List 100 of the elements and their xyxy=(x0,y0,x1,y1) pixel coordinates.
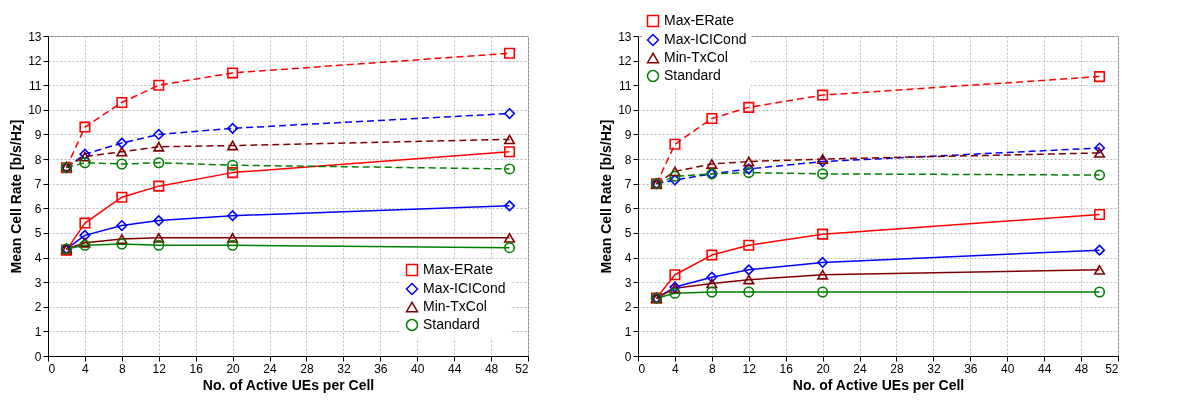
point xyxy=(817,256,829,268)
x-tick-label: 48 xyxy=(484,361,499,376)
y-tick-label: 2 xyxy=(624,300,632,315)
y-tick-label: 0 xyxy=(34,349,42,364)
x-tick-label: 16 xyxy=(189,361,204,376)
point xyxy=(227,122,239,134)
point xyxy=(153,239,165,251)
point xyxy=(743,274,755,285)
y-tick-label: 5 xyxy=(624,226,632,241)
point xyxy=(116,96,128,109)
y-tick-label: 4 xyxy=(34,251,42,266)
point xyxy=(153,79,165,91)
point xyxy=(504,146,516,158)
point xyxy=(153,215,165,227)
point xyxy=(1094,244,1106,256)
point xyxy=(817,156,829,168)
y-tick-label: 11 xyxy=(29,78,42,93)
x-tick-label: 32 xyxy=(337,361,351,376)
point xyxy=(743,239,755,251)
point xyxy=(669,287,681,299)
point xyxy=(116,238,128,250)
point xyxy=(817,269,829,280)
y-tick-label: 3 xyxy=(34,275,42,290)
point xyxy=(743,264,755,276)
point xyxy=(116,137,128,149)
x-tick-label: 28 xyxy=(300,361,314,376)
x-tick-label: 8 xyxy=(119,361,126,376)
point xyxy=(706,278,718,289)
point xyxy=(504,108,516,120)
point xyxy=(116,220,128,232)
x-tick-label: 0 xyxy=(48,361,56,376)
point xyxy=(504,232,516,243)
point xyxy=(116,191,128,203)
point xyxy=(669,174,681,186)
point xyxy=(79,217,91,229)
y-tick-label: 3 xyxy=(624,275,632,290)
point xyxy=(1094,169,1106,181)
y-tick-label: 10 xyxy=(28,103,42,118)
point xyxy=(706,112,718,125)
y-tick-label: 12 xyxy=(618,54,632,69)
x-tick-label: 36 xyxy=(374,361,388,376)
x-tick-label: 48 xyxy=(1074,361,1089,376)
x-tick-label: 8 xyxy=(709,361,716,376)
x-tick-label: 4 xyxy=(82,361,90,376)
point xyxy=(504,134,516,145)
point xyxy=(817,154,829,164)
point xyxy=(1094,142,1106,154)
point xyxy=(669,269,681,281)
y-tick-label: 12 xyxy=(28,54,42,69)
point xyxy=(817,228,829,240)
x-tick-label: 52 xyxy=(515,361,529,376)
legend-label: Standard xyxy=(423,316,480,332)
x-tick-label: 4 xyxy=(672,361,680,376)
point xyxy=(817,168,829,180)
point xyxy=(504,163,516,175)
point xyxy=(706,249,718,261)
y-tick-label: 10 xyxy=(618,103,632,118)
x-axis-title: No. of Active UEs per Cell xyxy=(202,376,375,393)
x-tick-label: 20 xyxy=(226,361,241,376)
point xyxy=(116,234,128,244)
point xyxy=(669,166,681,177)
point xyxy=(706,271,718,283)
point xyxy=(153,128,165,140)
point xyxy=(817,89,829,101)
x-tick-label: 32 xyxy=(927,361,941,376)
point xyxy=(817,286,829,298)
point xyxy=(706,286,718,298)
point xyxy=(743,286,755,298)
y-tick-label: 7 xyxy=(624,177,632,192)
y-tick-label: 5 xyxy=(34,226,42,241)
point xyxy=(79,121,91,133)
point xyxy=(227,232,239,243)
legend-label: Min-TxCol xyxy=(423,298,487,314)
point xyxy=(669,138,681,150)
point xyxy=(116,158,128,170)
x-axis-title: No. of Active UEs per Cell xyxy=(792,376,965,393)
y-tick-label: 1 xyxy=(624,324,632,339)
point xyxy=(227,67,239,79)
point xyxy=(227,239,239,251)
point xyxy=(743,156,755,167)
point xyxy=(1094,208,1106,221)
legend-label: Standard xyxy=(664,67,721,83)
point xyxy=(669,170,681,182)
legend-label: Max-ERate xyxy=(664,12,735,28)
point xyxy=(1094,148,1106,158)
point xyxy=(1094,286,1106,298)
point xyxy=(743,167,755,179)
point xyxy=(227,140,239,151)
point xyxy=(153,232,165,243)
x-tick-label: 40 xyxy=(1001,361,1015,376)
x-tick-label: 24 xyxy=(263,361,278,376)
y-tick-label: 13 xyxy=(28,29,42,44)
legend-label: Min-TxCol xyxy=(664,49,728,65)
x-tick-label: 0 xyxy=(638,361,646,376)
point xyxy=(227,159,239,171)
legend-label: Max-ERate xyxy=(423,261,494,277)
x-tick-label: 20 xyxy=(816,361,831,376)
point xyxy=(153,157,165,169)
y-tick-label: 11 xyxy=(619,78,632,93)
x-tick-label: 24 xyxy=(853,361,868,376)
